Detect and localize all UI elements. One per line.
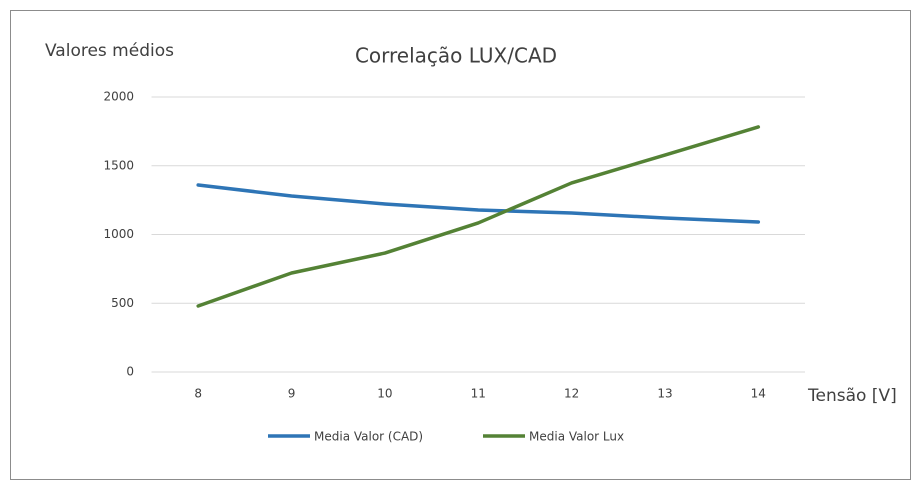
- y-tick-label: 1500: [103, 158, 134, 172]
- x-tick-label: 13: [657, 387, 672, 401]
- legend-label: Media Valor Lux: [529, 430, 624, 444]
- x-tick-label: 14: [751, 387, 766, 401]
- y-tick-label: 2000: [103, 90, 134, 104]
- x-tick-label: 11: [471, 387, 486, 401]
- x-tick-label: 8: [194, 387, 202, 401]
- y-tick-label: 500: [111, 296, 134, 310]
- x-tick-label: 12: [564, 387, 579, 401]
- chart-title: Correlação LUX/CAD: [355, 44, 557, 68]
- y-axis-label: Valores médios: [45, 41, 174, 61]
- data-line: [196, 183, 761, 224]
- y-tick-label: 1000: [103, 227, 134, 241]
- legend-label: Media Valor (CAD): [314, 430, 423, 444]
- x-tick-label: 9: [288, 387, 296, 401]
- x-tick-label: 10: [377, 387, 392, 401]
- data-line: [196, 125, 761, 308]
- chart-border: [10, 10, 911, 480]
- y-tick-label: 0: [126, 365, 134, 379]
- x-axis-label: Tensão [V]: [807, 386, 897, 406]
